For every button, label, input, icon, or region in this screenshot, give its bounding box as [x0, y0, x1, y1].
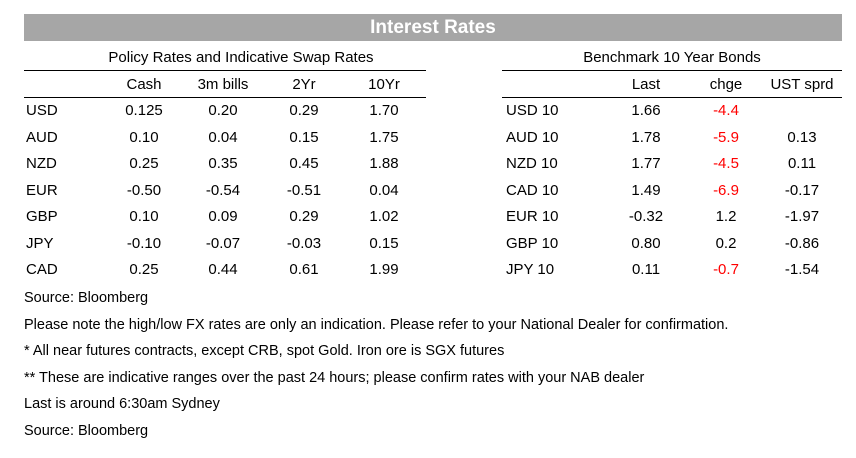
rate-value: 1.88	[369, 155, 399, 172]
currency-label: GBP	[26, 208, 58, 225]
rate-value: 0.10	[129, 128, 159, 146]
bonds-col-header: UST sprd	[770, 76, 834, 93]
currency-label: AUD	[26, 128, 58, 146]
bond-last: 1.77	[631, 155, 661, 172]
rate-value: 0.20	[208, 102, 238, 119]
bond-change: -0.7	[713, 261, 739, 278]
bond-last: 0.11	[631, 261, 661, 278]
bond-change: 1.2	[715, 208, 737, 225]
rate-value: 0.25	[129, 155, 159, 172]
rate-value: 1.99	[369, 261, 399, 278]
bond-ust-spread: -1.54	[784, 261, 820, 278]
policy-rates-title: Policy Rates and Indicative Swap Rates	[108, 49, 374, 66]
bond-name: NZD 10	[506, 155, 558, 172]
bond-change: -6.9	[713, 181, 739, 199]
bond-last: 1.49	[631, 181, 661, 199]
rate-value: 0.44	[208, 261, 238, 278]
bonds-title: Benchmark 10 Year Bonds	[583, 49, 761, 66]
rate-value: 0.61	[289, 261, 319, 278]
currency-label: JPY	[26, 234, 54, 252]
rate-value: -0.54	[205, 181, 241, 199]
policy-col-header: 10Yr	[368, 76, 400, 93]
rate-value: 0.09	[208, 208, 238, 225]
footnote: Source: Bloomberg	[24, 290, 149, 306]
rate-value: 0.04	[369, 181, 399, 199]
rate-value: 0.10	[129, 208, 159, 225]
bond-change: -4.5	[713, 155, 739, 172]
bond-ust-spread: 0.13	[787, 128, 817, 146]
rate-value: -0.51	[286, 181, 322, 199]
bond-name: GBP 10	[506, 234, 559, 252]
bond-last: 0.80	[631, 234, 661, 252]
currency-label: EUR	[26, 181, 58, 199]
rate-value: -0.03	[286, 234, 322, 252]
bond-last: -0.32	[628, 208, 664, 225]
footnote: Last is around 6:30am Sydney	[24, 396, 220, 412]
footnote: ** These are indicative ranges over the …	[24, 369, 645, 386]
rate-value: 1.02	[369, 208, 399, 225]
rate-value: 0.35	[208, 155, 238, 172]
bond-ust-spread: -1.97	[784, 208, 820, 225]
bonds-title-rule	[502, 70, 842, 71]
footnote: Please note the high/low FX rates are on…	[24, 316, 729, 333]
bond-change: -4.4	[713, 102, 739, 119]
bond-name: AUD 10	[506, 128, 559, 146]
footnote: Source: Bloomberg	[24, 422, 149, 439]
bond-name: JPY 10	[506, 261, 555, 278]
policy-col-header: Cash	[126, 76, 162, 93]
rate-value: 0.04	[208, 128, 238, 146]
currency-label: USD	[26, 102, 58, 119]
bonds-col-header: chge	[709, 76, 743, 93]
bond-change: -5.9	[713, 128, 739, 146]
rate-value: 0.15	[369, 234, 399, 252]
currency-label: CAD	[26, 261, 58, 278]
policy-col-header: 2Yr	[292, 76, 316, 93]
rate-value: 0.29	[289, 102, 319, 119]
rate-value: 0.25	[129, 261, 159, 278]
footnote: * All near futures contracts, except CRB…	[24, 343, 505, 359]
bonds-col-header: Last	[631, 76, 661, 93]
bond-name: EUR 10	[506, 208, 559, 225]
bond-name: CAD 10	[506, 181, 559, 199]
bond-last: 1.66	[631, 102, 661, 119]
banner-title: Interest Rates	[24, 14, 842, 41]
policy-title-rule	[24, 70, 426, 71]
rate-value: 0.45	[289, 155, 319, 172]
rate-value: -0.07	[205, 234, 241, 252]
bond-ust-spread: -0.86	[784, 234, 820, 252]
currency-label: NZD	[26, 155, 57, 172]
bond-ust-spread: 0.11	[787, 155, 817, 172]
bond-ust-spread: -0.17	[784, 181, 820, 199]
rate-value: 0.15	[289, 128, 319, 146]
rate-value: 0.125	[125, 102, 163, 119]
bonds-header-rule	[502, 97, 842, 98]
policy-col-header: 3m bills	[197, 76, 249, 93]
bond-last: 1.78	[631, 128, 661, 146]
rate-value: 0.29	[289, 208, 319, 225]
rate-value: -0.50	[126, 181, 162, 199]
rate-value: -0.10	[126, 234, 162, 252]
bond-change: 0.2	[715, 234, 737, 252]
rate-value: 1.75	[369, 128, 399, 146]
policy-header-rule	[24, 97, 426, 98]
bond-name: USD 10	[506, 102, 559, 119]
rate-value: 1.70	[369, 102, 399, 119]
